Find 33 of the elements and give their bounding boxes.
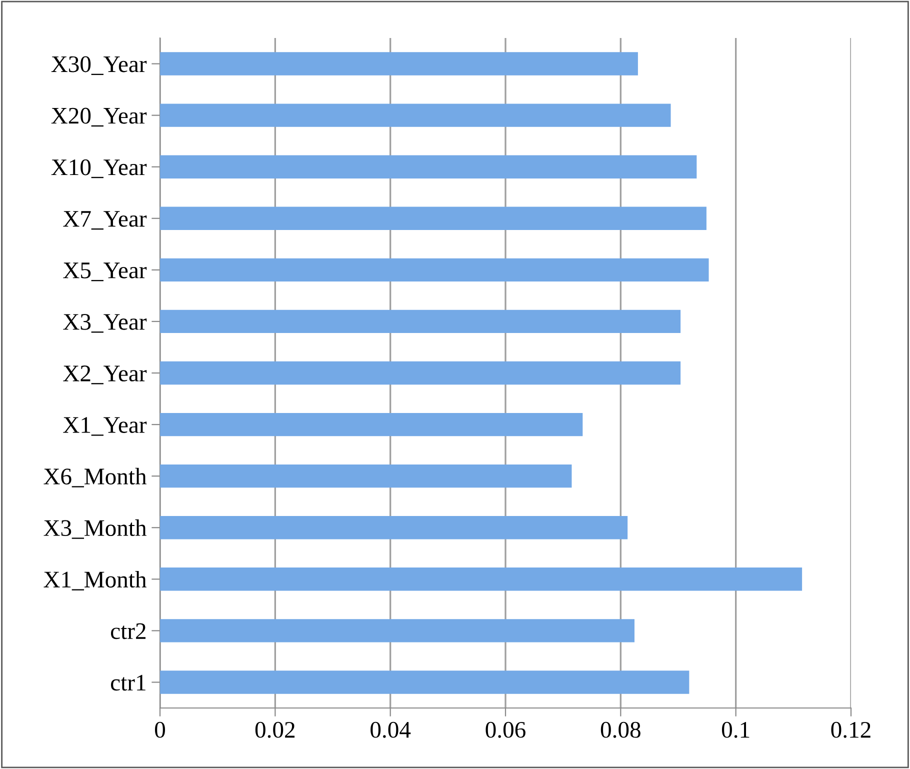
- y-tick-label: X1_Month: [44, 570, 146, 590]
- bar: [160, 155, 697, 178]
- y-tick-label: X2_Year: [63, 366, 147, 384]
- bar: [160, 568, 802, 591]
- y-tick-label: X3_Year: [63, 314, 147, 333]
- x-tick-label: 0.08: [600, 722, 640, 738]
- y-tick-label: ctr1: [111, 674, 146, 691]
- x-tick-label: 0.12: [831, 722, 870, 738]
- y-tick-label: X20_Year: [51, 108, 147, 127]
- bar: [160, 310, 681, 334]
- y-tick-label: X10_Year: [51, 159, 147, 178]
- x-tick-label: 0.06: [486, 722, 526, 738]
- bar: [160, 464, 572, 488]
- y-tick-label: ctr2: [111, 623, 146, 640]
- bar: [160, 52, 638, 76]
- y-tick-label: X7_Year: [63, 211, 147, 230]
- bar: [160, 516, 628, 540]
- y-tick-label: X5_Year: [63, 262, 147, 282]
- x-tick-label: 0: [154, 722, 166, 738]
- bar: [160, 619, 634, 642]
- bar: [160, 670, 690, 694]
- y-tick-label: X3_Month: [44, 519, 146, 539]
- x-tick-label: 0.04: [370, 722, 411, 738]
- bar: [160, 361, 681, 385]
- x-tick-label: 0.1: [722, 722, 750, 738]
- y-tick-label: X6_Month: [44, 468, 146, 488]
- y-tick-label: X1_Year: [63, 417, 147, 436]
- bar: [160, 104, 671, 127]
- y-tick-label: X30_Year: [51, 56, 147, 76]
- bar: [160, 412, 583, 436]
- bar: [160, 206, 706, 230]
- bar: [160, 258, 709, 282]
- x-tick-label: 0.02: [255, 722, 295, 738]
